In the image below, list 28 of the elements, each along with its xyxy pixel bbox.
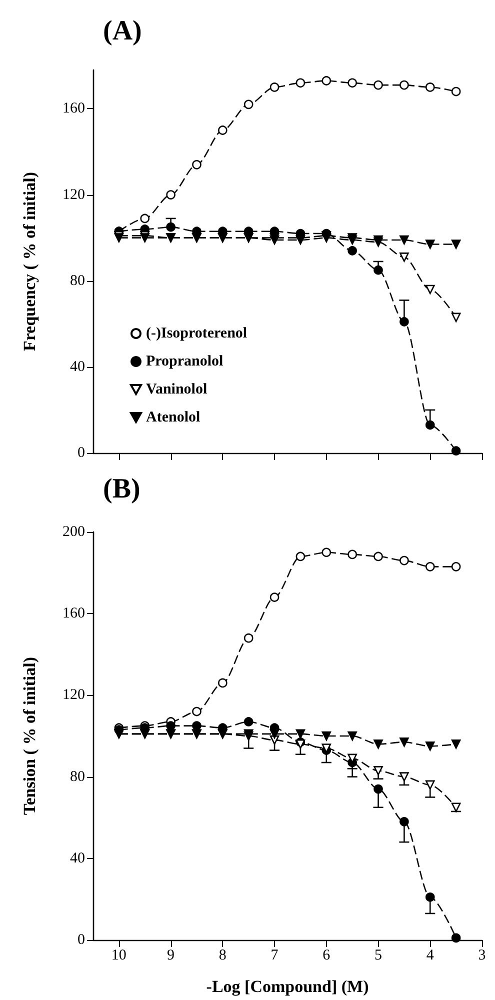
y-axis-title: Tension ( % of initial) [20,656,39,816]
x-tick-label: 7 [270,948,279,964]
y-tick-label: 160 [62,606,85,622]
y-tick-label: 80 [70,272,85,289]
y-tick-label: 120 [62,687,85,704]
x-tick-label: 9 [167,948,175,964]
x-tick-label: 3 [478,948,486,964]
legend-label: Atenolol [146,410,200,426]
x-tick-label: 5 [374,948,382,964]
y-tick-label: 0 [78,445,85,461]
x-tick-label: 8 [218,948,226,964]
y-tick-label: 160 [62,100,85,117]
y-tick-label: 80 [70,768,85,785]
x-tick-label: 4 [426,948,434,964]
y-tick-label: 120 [62,186,85,203]
x-tick-label: 6 [322,948,331,964]
legend-label: Propranolol [146,354,224,370]
x-axis-title: -Log [Compound] (M) [206,977,369,996]
x-tick-label: 10 [111,948,126,964]
legend-label: Vaninolol [146,382,208,398]
y-tick-label: 0 [78,932,85,948]
y-tick-label: 200 [62,524,85,540]
y-axis-title: Frequency ( % of initial) [20,172,39,352]
y-tick-label: 40 [70,358,85,375]
legend-label: (-)Isoproterenol [146,326,248,342]
y-tick-label: 40 [70,850,85,866]
chart-title: (A) [103,16,142,46]
chart-title: (B) [103,474,140,504]
